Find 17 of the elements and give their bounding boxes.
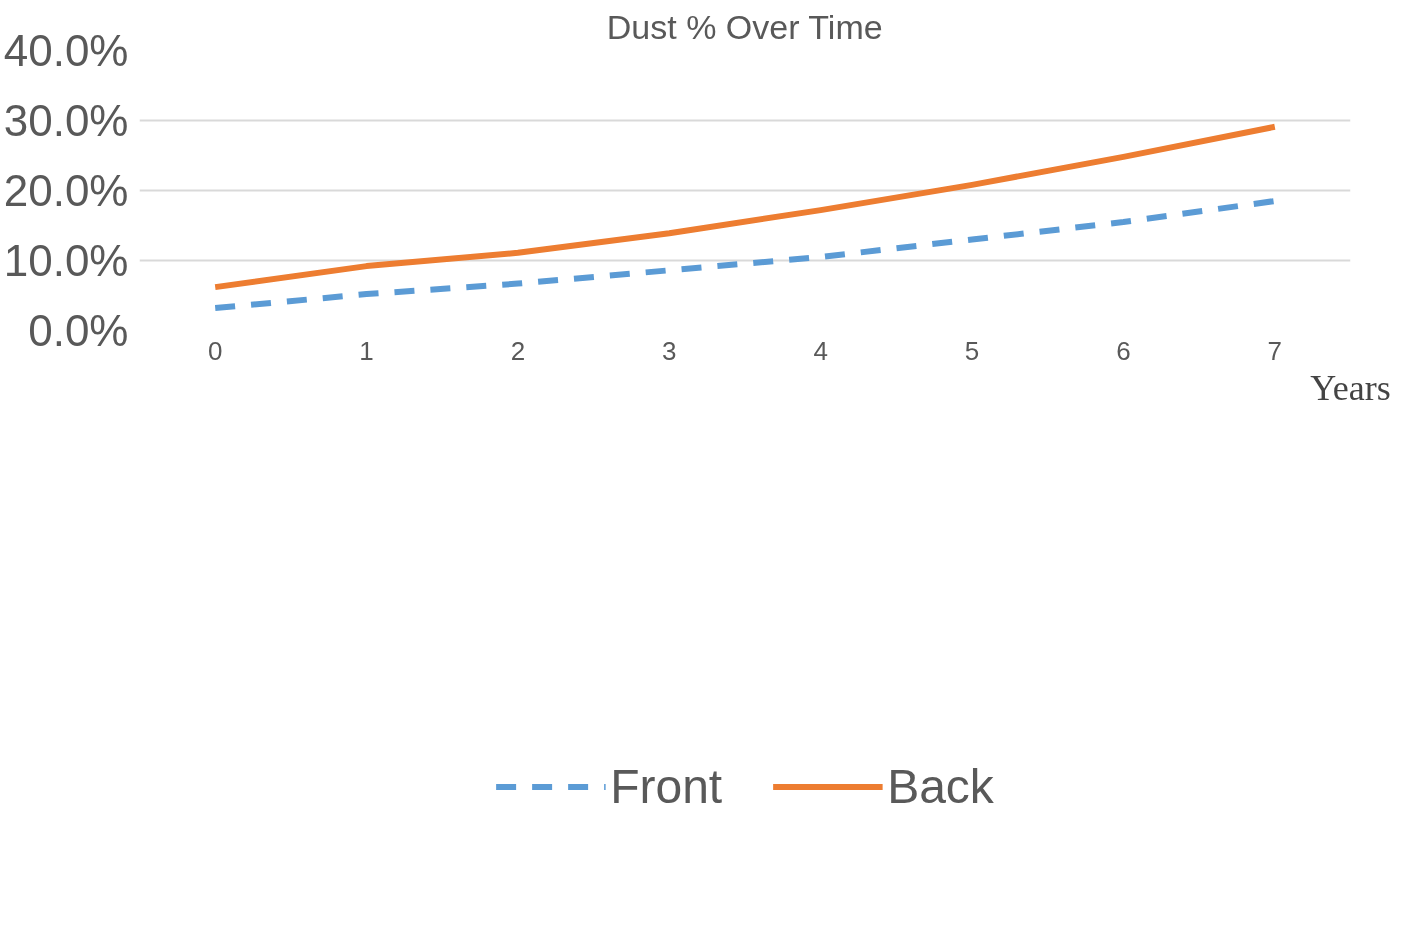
- x-tick-label: 5: [964, 335, 980, 366]
- y-tick-label: 0.0%: [28, 306, 129, 355]
- x-tick-label: 0: [207, 335, 223, 366]
- x-tick-label: 6: [1116, 335, 1131, 366]
- legend-label: Back: [887, 758, 994, 814]
- x-tick-label: 3: [662, 335, 677, 366]
- x-tick-label: 1: [359, 335, 374, 366]
- x-tick-label: 7: [1267, 335, 1283, 366]
- legend-label: Front: [610, 758, 723, 814]
- y-tick-label: 10.0%: [3, 236, 129, 285]
- y-tick-label: 20.0%: [3, 166, 129, 215]
- x-tick-label: 4: [813, 335, 828, 366]
- chart-title: Dust % Over Time: [606, 7, 883, 46]
- y-tick-label: 40.0%: [3, 26, 129, 75]
- y-tick-label: 30.0%: [3, 96, 129, 145]
- x-tick-label: 2: [510, 335, 526, 366]
- x-axis-title: Years: [1310, 367, 1391, 408]
